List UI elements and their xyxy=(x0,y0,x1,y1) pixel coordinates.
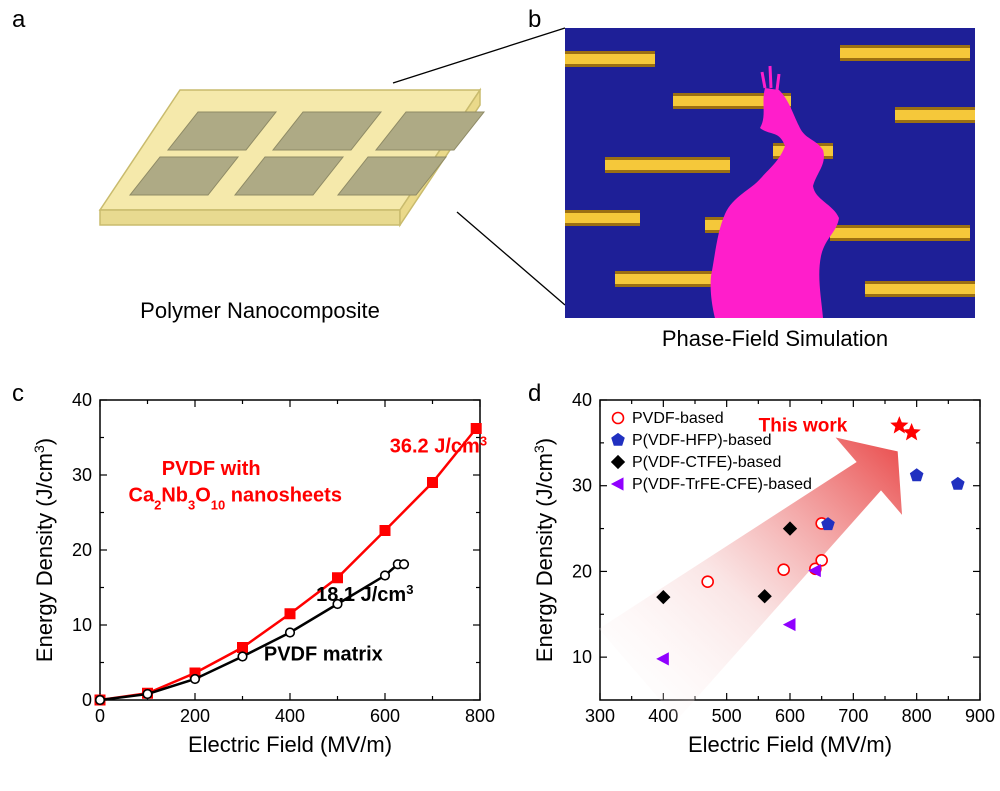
panel-a-caption: Polymer Nanocomposite xyxy=(110,298,410,324)
svg-text:700: 700 xyxy=(838,706,868,726)
phase-field-box xyxy=(565,28,975,318)
svg-text:PVDF with: PVDF with xyxy=(162,458,261,480)
panel-a: Polymer Nanocomposite xyxy=(20,10,500,350)
svg-text:P(VDF-HFP)-based: P(VDF-HFP)-based xyxy=(632,432,772,449)
panel-b-caption: Phase-Field Simulation xyxy=(615,326,935,352)
svg-text:600: 600 xyxy=(370,706,400,726)
svg-text:800: 800 xyxy=(902,706,932,726)
svg-text:600: 600 xyxy=(775,706,805,726)
chart-c: 0 200 400 600 800 0 10 20 30 40 Electric Field (MV… xyxy=(20,380,500,780)
svg-text:300: 300 xyxy=(585,706,615,726)
panel-d: 30040050060070080090010203040Electric Fi… xyxy=(520,380,1000,780)
svg-text:10: 10 xyxy=(572,647,592,667)
svg-text:800: 800 xyxy=(465,706,495,726)
svg-text:0: 0 xyxy=(95,706,105,726)
svg-text:30: 30 xyxy=(572,476,592,496)
svg-text:Electric Field (MV/m): Electric Field (MV/m) xyxy=(188,732,392,757)
svg-text:40: 40 xyxy=(572,390,592,410)
svg-text:PVDF matrix: PVDF matrix xyxy=(264,643,383,665)
svg-text:P(VDF-TrFE-CFE)-based: P(VDF-TrFE-CFE)-based xyxy=(632,476,812,493)
svg-text:Energy Density (J/cm3): Energy Density (J/cm3) xyxy=(31,438,57,662)
svg-text:Electric Field (MV/m): Electric Field (MV/m) xyxy=(688,732,892,757)
svg-text:Ca2Nb3O10 nanosheets: Ca2Nb3O10 nanosheets xyxy=(129,484,342,512)
svg-text:20: 20 xyxy=(72,540,92,560)
svg-text:Energy Density (J/cm3): Energy Density (J/cm3) xyxy=(531,438,557,662)
svg-text:400: 400 xyxy=(275,706,305,726)
svg-text:36.2 J/cm3: 36.2 J/cm3 xyxy=(390,433,487,458)
svg-text:40: 40 xyxy=(72,390,92,410)
svg-text:900: 900 xyxy=(965,706,995,726)
svg-text:PVDF-based: PVDF-based xyxy=(632,410,724,427)
svg-text:18.1 J/cm3: 18.1 J/cm3 xyxy=(316,582,413,607)
svg-text:200: 200 xyxy=(180,706,210,726)
svg-text:500: 500 xyxy=(712,706,742,726)
chart-d: 30040050060070080090010203040Electric Fi… xyxy=(520,380,1000,780)
panel-c: 0 200 400 600 800 0 10 20 30 40 Electric Field (MV… xyxy=(20,380,500,780)
svg-text:10: 10 xyxy=(72,615,92,635)
panel-b: Phase-Field Simulation xyxy=(540,10,980,350)
svg-text:P(VDF-CTFE)-based: P(VDF-CTFE)-based xyxy=(632,454,781,471)
svg-text:This work: This work xyxy=(759,416,848,437)
svg-text:30: 30 xyxy=(72,465,92,485)
svg-text:0: 0 xyxy=(82,690,92,710)
svg-text:20: 20 xyxy=(572,561,592,581)
